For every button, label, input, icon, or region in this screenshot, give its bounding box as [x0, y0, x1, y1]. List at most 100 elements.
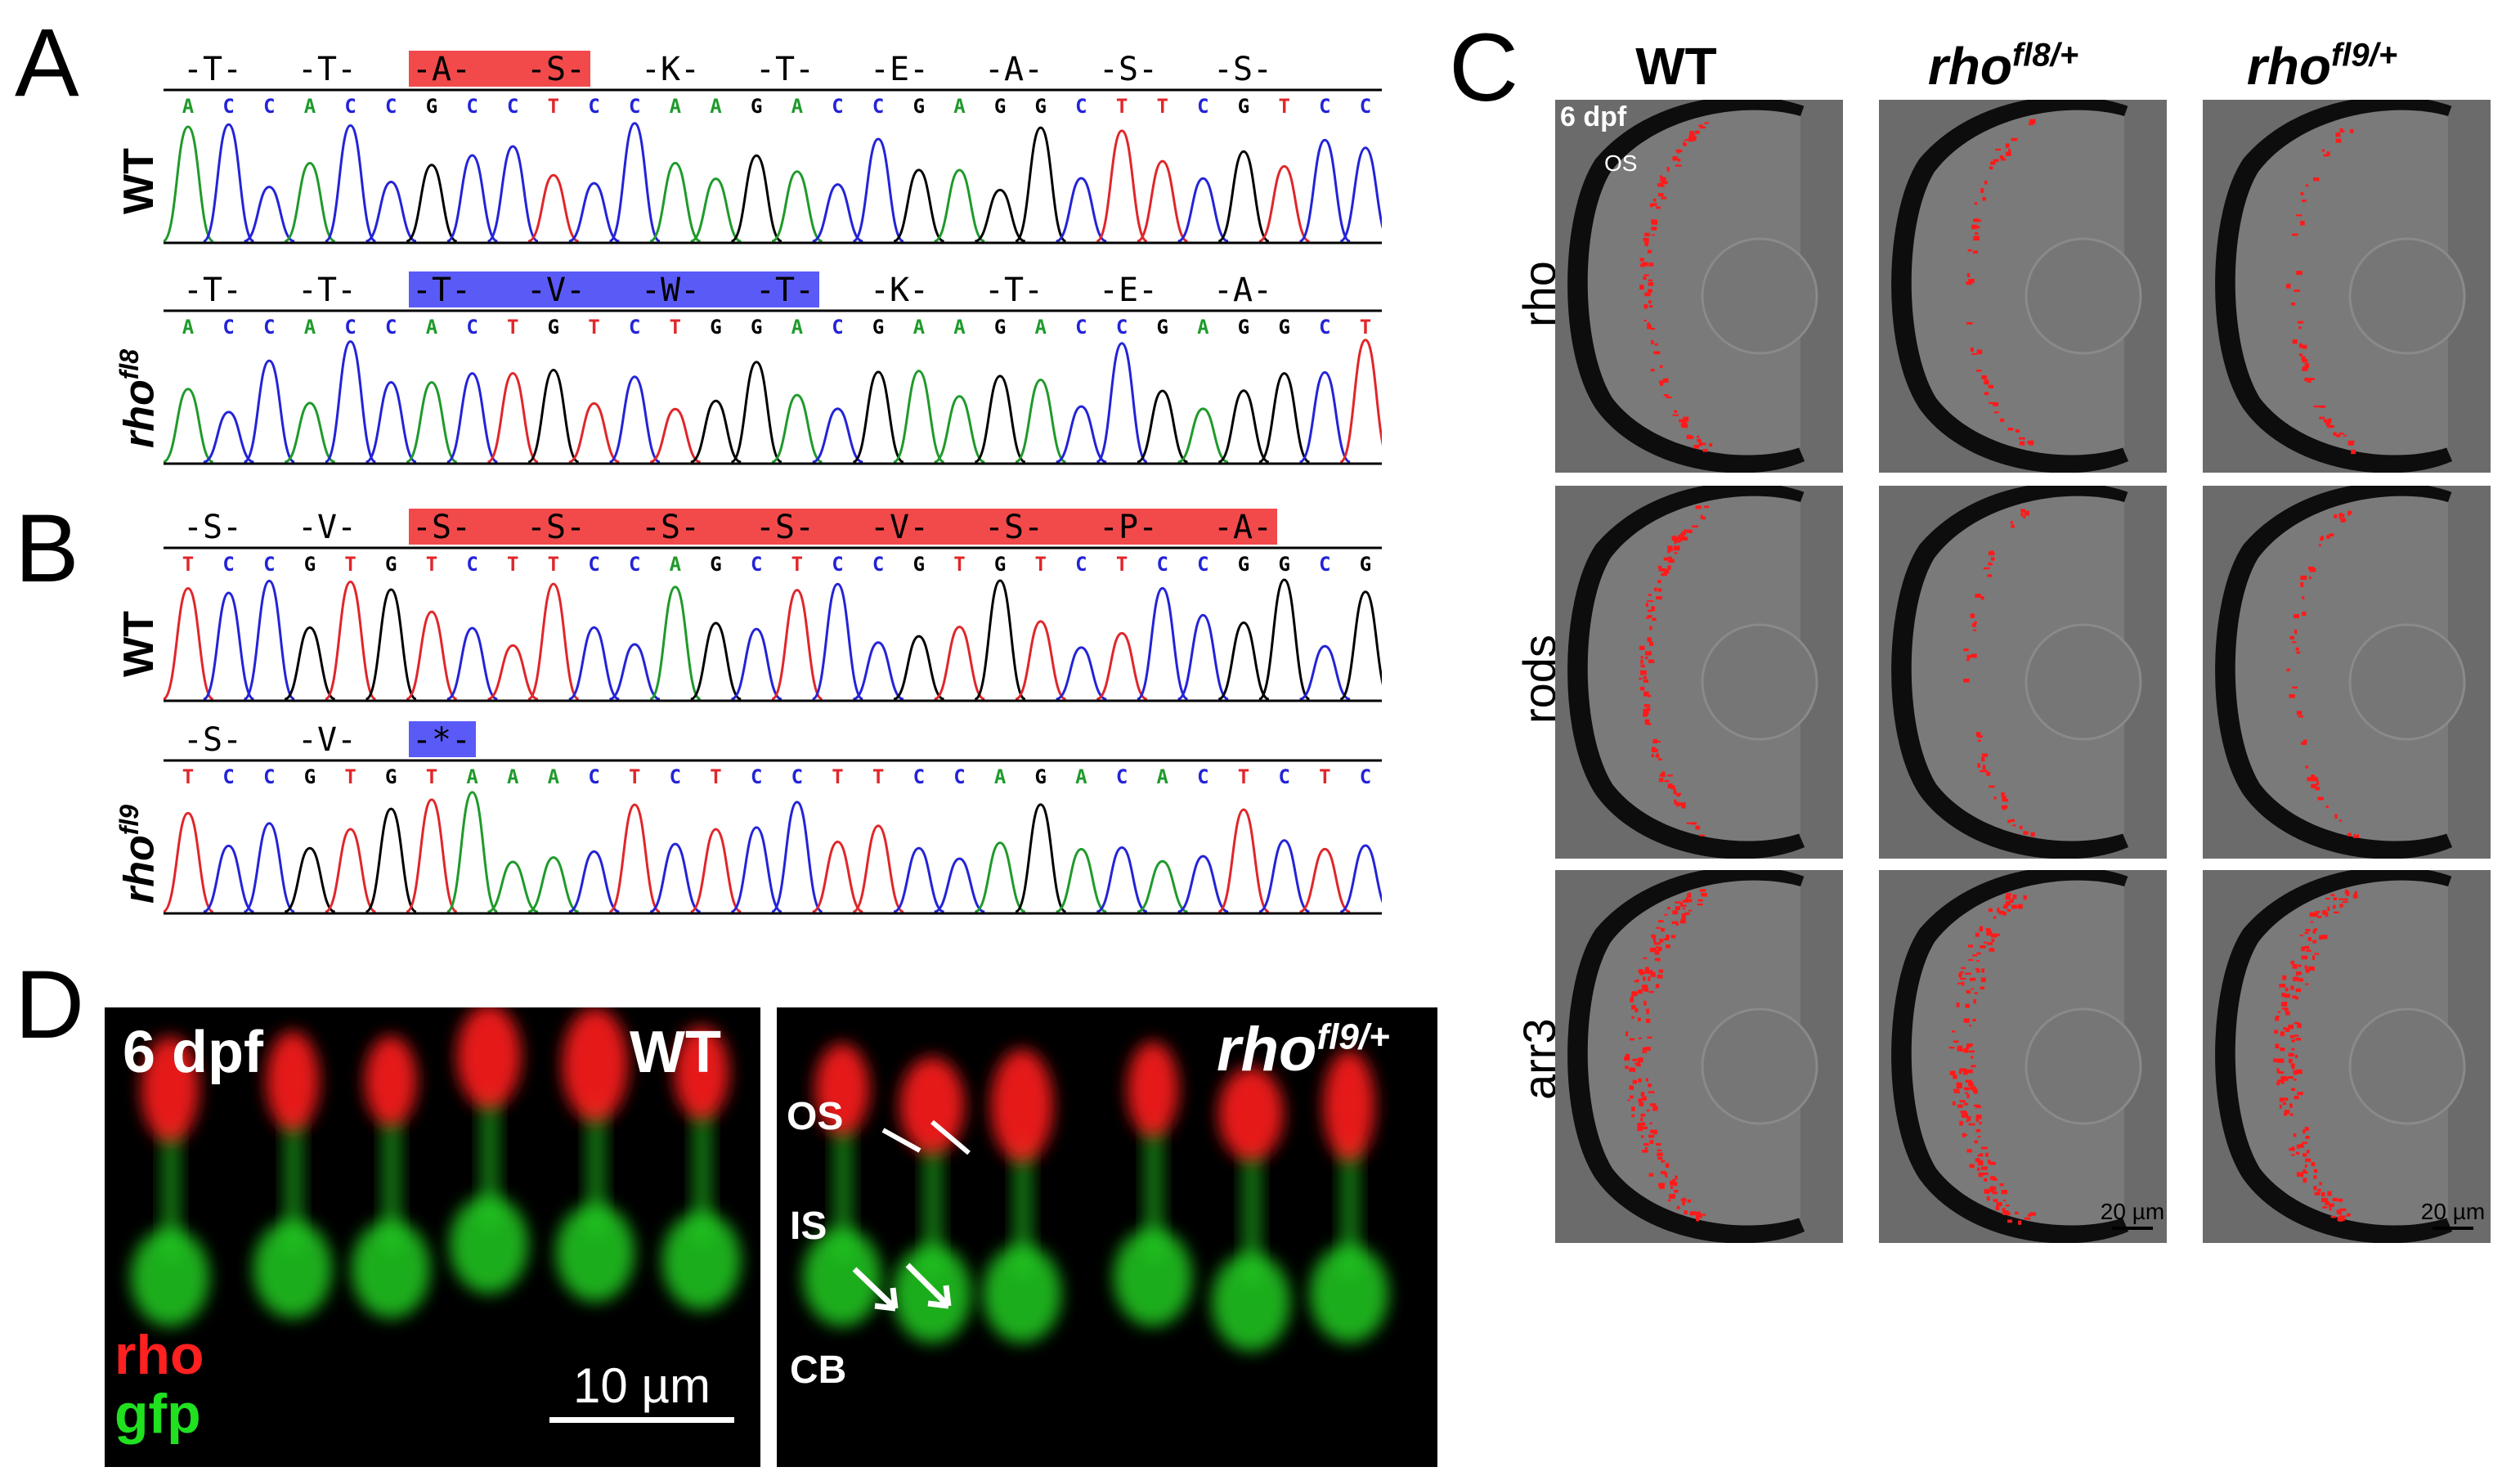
- peak: [690, 177, 742, 243]
- base-letter: C: [791, 765, 803, 788]
- peak: [1137, 389, 1189, 464]
- aa-label: -T-: [298, 271, 356, 309]
- annot-age-c: 6 dpf: [1560, 101, 1627, 132]
- peak: [1299, 644, 1351, 701]
- base-letter: A: [304, 95, 316, 118]
- panel-letter-c: C: [1449, 14, 1519, 122]
- base-letter: G: [872, 316, 884, 339]
- peak: [243, 822, 295, 913]
- base-letter: T: [344, 553, 356, 576]
- base-letter: C: [1319, 95, 1330, 118]
- peak: [974, 841, 1026, 913]
- base-letter: A: [1075, 765, 1087, 788]
- base-letter: C: [1075, 553, 1087, 576]
- peak: [1137, 586, 1189, 701]
- peak: [1056, 848, 1107, 913]
- label-b-mut: rhofl9: [114, 804, 164, 904]
- base-letter: A: [913, 316, 926, 339]
- peak: [487, 644, 539, 701]
- chromatogram-a-mut: -T- -T- -T- -V- -W- -T- -K- -T- -E- -A-A C C A C C A C T G…: [164, 271, 1382, 465]
- base-letter: C: [1075, 95, 1087, 118]
- base-letter: T: [182, 765, 194, 788]
- base-letter: C: [263, 765, 275, 788]
- base-letter: C: [1116, 765, 1128, 788]
- peak: [244, 186, 295, 243]
- aa-highlight: [409, 271, 819, 307]
- peak: [1096, 846, 1148, 913]
- base-letter: C: [466, 316, 478, 339]
- peak: [1298, 370, 1351, 464]
- base-letter: C: [751, 553, 762, 576]
- peak: [164, 586, 214, 701]
- scalebar-d: 10 µm: [548, 1357, 736, 1423]
- base-letter: C: [872, 95, 884, 118]
- base-letter: T: [507, 553, 518, 576]
- peak: [649, 407, 702, 464]
- aa-label: -A-: [412, 51, 471, 88]
- col-title-fl9: rhofl9/+: [2246, 37, 2398, 96]
- peak: [365, 180, 417, 243]
- retina-micrograph-rods-1: [1555, 486, 1843, 859]
- retina-micrograph-arr3-3: [2203, 870, 2491, 1243]
- peak: [649, 585, 702, 701]
- legend-gfp: gfp: [114, 1383, 201, 1445]
- base-letter: T: [1116, 553, 1128, 576]
- label-d-wt: WT: [630, 1020, 721, 1085]
- peak: [406, 610, 458, 701]
- base-letter: C: [263, 95, 275, 118]
- annot-os-c: OS: [1604, 150, 1638, 176]
- base-letter: C: [670, 765, 681, 788]
- peak: [1056, 177, 1107, 243]
- peak: [446, 154, 499, 243]
- base-letter: C: [263, 316, 275, 339]
- base-letter: C: [1116, 316, 1128, 339]
- peak: [203, 123, 255, 243]
- aa-label: -T-: [756, 51, 814, 88]
- peak: [1137, 159, 1189, 243]
- base-letter: G: [1278, 553, 1289, 576]
- peak: [974, 188, 1026, 243]
- base-letter: G: [994, 553, 1006, 576]
- peak: [1299, 847, 1351, 913]
- peak: [1056, 405, 1107, 464]
- scalebar-c-1: 20 µm: [2100, 1199, 2165, 1230]
- peak: [568, 626, 620, 701]
- base-letter: G: [385, 765, 397, 788]
- legend-rho: rho: [114, 1324, 204, 1386]
- peak: [893, 846, 945, 913]
- peak: [284, 402, 336, 464]
- base-letter: C: [263, 553, 275, 576]
- peak: [934, 626, 985, 701]
- base-letter: C: [953, 765, 965, 788]
- base-letter: A: [1156, 765, 1168, 788]
- base-letter: C: [507, 95, 518, 118]
- peak: [406, 798, 458, 913]
- label-a-wt: WT: [115, 148, 163, 214]
- peak: [1015, 620, 1067, 701]
- peak: [1339, 590, 1382, 701]
- peak: [974, 375, 1026, 464]
- base-letter: G: [385, 553, 397, 576]
- base-letter: G: [304, 765, 316, 788]
- base-letter: C: [629, 553, 640, 576]
- aa-label: -T-: [298, 51, 356, 88]
- base-letter: T: [1035, 553, 1047, 576]
- base-letter: A: [1197, 316, 1209, 339]
- peak: [893, 635, 945, 701]
- aa-label: -S-: [527, 509, 585, 546]
- base-letter: C: [832, 316, 843, 339]
- base-letter: G: [710, 316, 721, 339]
- base-letter: T: [791, 553, 803, 576]
- base-letter: C: [588, 553, 599, 576]
- peak: [811, 582, 864, 701]
- peak: [812, 841, 863, 913]
- peak: [1258, 578, 1311, 701]
- peak: [974, 579, 1026, 701]
- base-letter: T: [710, 765, 721, 788]
- base-letter: T: [953, 553, 965, 576]
- peak: [164, 811, 214, 913]
- base-letter: T: [182, 553, 194, 576]
- peak: [771, 393, 823, 464]
- peak: [852, 824, 904, 913]
- base-letter: C: [385, 95, 397, 118]
